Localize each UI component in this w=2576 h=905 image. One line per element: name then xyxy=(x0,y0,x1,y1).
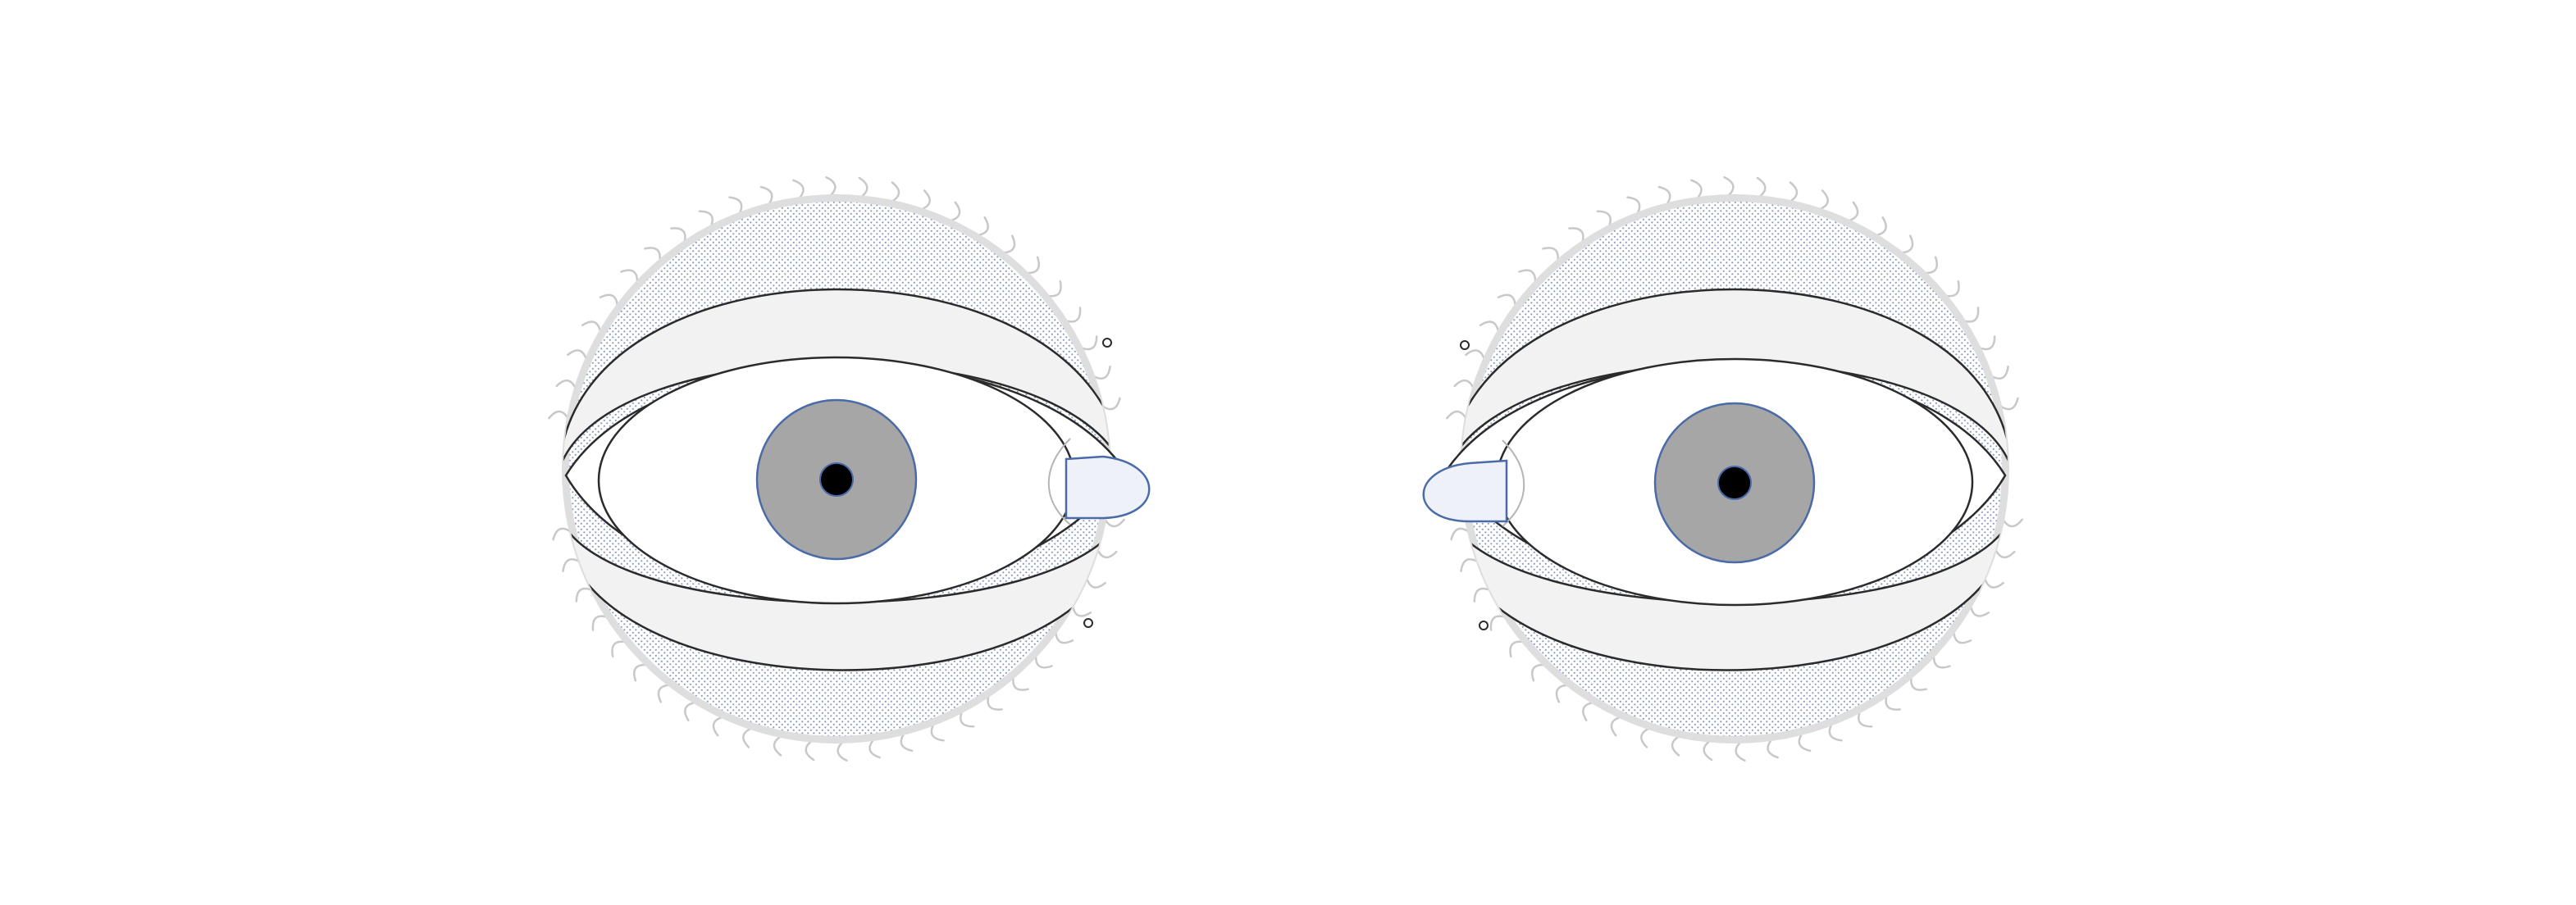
pupil xyxy=(819,462,854,497)
eye-right-side xyxy=(548,175,1151,762)
plica-semilunaris xyxy=(1502,439,1525,527)
lower-punctum xyxy=(1083,618,1093,628)
plica-semilunaris xyxy=(1047,438,1071,525)
caruncle xyxy=(1422,459,1508,523)
caruncle xyxy=(1065,455,1151,520)
pupil xyxy=(1717,466,1752,500)
lower-punctum xyxy=(1479,621,1489,630)
upper-punctum xyxy=(1460,340,1470,350)
eye-left-side xyxy=(1422,175,2023,762)
lower-eyelid xyxy=(563,516,1110,671)
upper-punctum xyxy=(1102,338,1112,348)
